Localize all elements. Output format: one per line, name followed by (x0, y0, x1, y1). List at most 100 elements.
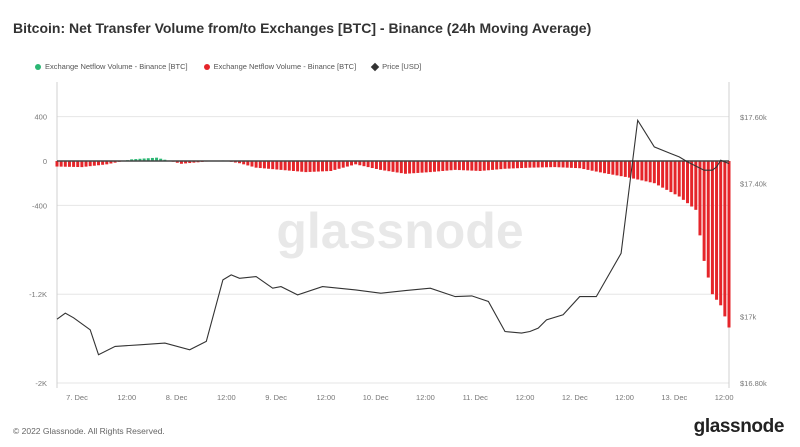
netflow-bar (408, 161, 412, 174)
x-tick-label: 11. Dec (463, 393, 489, 402)
y-axis-right: $17.60k $17.40k $17k $16.80k (740, 113, 767, 388)
netflow-bar (337, 161, 341, 169)
netflow-bar (553, 161, 557, 168)
netflow-bar (80, 161, 84, 168)
legend-item-inflow-positive[interactable]: Exchange Netflow Volume - Binance [BTC] (35, 62, 188, 71)
netflow-bar (528, 161, 532, 168)
x-tick-label: 12:00 (117, 393, 136, 402)
netflow-bar (92, 161, 96, 166)
chart-title: Bitcoin: Net Transfer Volume from/to Exc… (13, 20, 592, 36)
netflow-bar (594, 161, 598, 172)
netflow-bar (710, 161, 714, 295)
netflow-bar (578, 161, 582, 169)
x-tick-label: 12:00 (416, 393, 435, 402)
copyright-text: © 2022 Glassnode. All Rights Reserved. (13, 426, 165, 436)
netflow-bar (88, 161, 92, 167)
netflow-bar (719, 161, 723, 306)
netflow-bar (138, 158, 142, 161)
netflow-bar (536, 161, 540, 168)
netflow-bar (242, 161, 246, 165)
netflow-bar (673, 161, 677, 195)
netflow-bar (316, 161, 320, 172)
netflow-bar (258, 161, 262, 169)
y-left-tick-label: 400 (34, 113, 47, 122)
netflow-bar (686, 161, 690, 204)
netflow-bar (515, 161, 519, 169)
netflow-bar (105, 161, 109, 165)
x-tick-label: 12:00 (516, 393, 535, 402)
netflow-bar (574, 161, 578, 169)
netflow-bar (698, 161, 702, 236)
netflow-bar (55, 161, 59, 167)
netflow-bar (350, 161, 354, 166)
netflow-bar (690, 161, 694, 207)
netflow-bar (665, 161, 669, 190)
netflow-bar (101, 161, 105, 165)
netflow-bar (598, 161, 602, 173)
netflow-bar (428, 161, 432, 173)
netflow-bar (702, 161, 706, 261)
netflow-bar (590, 161, 594, 171)
legend-label: Price [USD] (382, 62, 422, 71)
netflow-bar (424, 161, 428, 173)
netflow-bar (669, 161, 673, 193)
netflow-bar (466, 161, 470, 171)
netflow-bar (412, 161, 416, 174)
netflow-bar (457, 161, 461, 171)
netflow-bar (387, 161, 391, 172)
y-left-tick-label: -1.2K (29, 290, 47, 299)
x-tick-label: 9. Dec (265, 393, 287, 402)
netflow-bar (67, 161, 71, 167)
netflow-bar (374, 161, 378, 169)
netflow-bar (84, 161, 88, 167)
netflow-bar (486, 161, 490, 171)
netflow-bar (420, 161, 424, 173)
legend-item-price[interactable]: Price [USD] (370, 62, 422, 71)
netflow-bar (262, 161, 266, 169)
netflow-bar (437, 161, 441, 172)
legend-label: Exchange Netflow Volume - Binance [BTC] (45, 62, 188, 71)
netflow-bar (403, 161, 407, 174)
netflow-bar (511, 161, 515, 169)
netflow-bar (470, 161, 474, 171)
y-right-tick-label: $17k (740, 313, 757, 322)
netflow-bar (549, 161, 553, 168)
netflow-bar (325, 161, 329, 172)
netflow-bar (362, 161, 366, 167)
netflow-bar (279, 161, 283, 170)
netflow-bar (341, 161, 345, 168)
netflow-bar (383, 161, 387, 171)
netflow-bar (246, 161, 250, 166)
netflow-bar (561, 161, 565, 168)
netflow-bar (175, 161, 179, 163)
gridlines (56, 82, 730, 388)
x-axis: 7. Dec 12:00 8. Dec 12:00 9. Dec 12:00 10. Dec… (66, 393, 733, 402)
netflow-bar (76, 161, 80, 168)
netflow-bar (96, 161, 100, 166)
brand-logo: glassnode (693, 416, 785, 437)
netflow-bar (155, 157, 159, 161)
netflow-bar (727, 161, 731, 328)
netflow-bar (130, 159, 134, 161)
netflow-bar (416, 161, 420, 173)
netflow-bar (379, 161, 383, 170)
netflow-bar (150, 157, 154, 161)
netflow-bar (557, 161, 561, 168)
y-axis-left: 400 0 -400 -1.2K -2K (29, 113, 47, 388)
netflow-bar (520, 161, 524, 169)
netflow-bar (524, 161, 528, 168)
netflow-bar (395, 161, 399, 173)
netflow-bar (312, 161, 316, 172)
netflow-bar (300, 161, 304, 172)
legend-item-outflow-negative[interactable]: Exchange Netflow Volume - Binance [BTC] (203, 62, 356, 71)
price-line (56, 118, 730, 356)
y-left-tick-label: 0 (43, 157, 47, 166)
netflow-bar (308, 161, 312, 172)
netflow-bar (532, 161, 536, 168)
netflow-bar (627, 161, 631, 178)
legend-green-dot-icon (35, 63, 41, 70)
netflow-bar (432, 161, 436, 172)
netflow-bar (146, 158, 150, 161)
netflow-bar (329, 161, 333, 171)
y-right-tick-label: $17.60k (740, 113, 767, 122)
